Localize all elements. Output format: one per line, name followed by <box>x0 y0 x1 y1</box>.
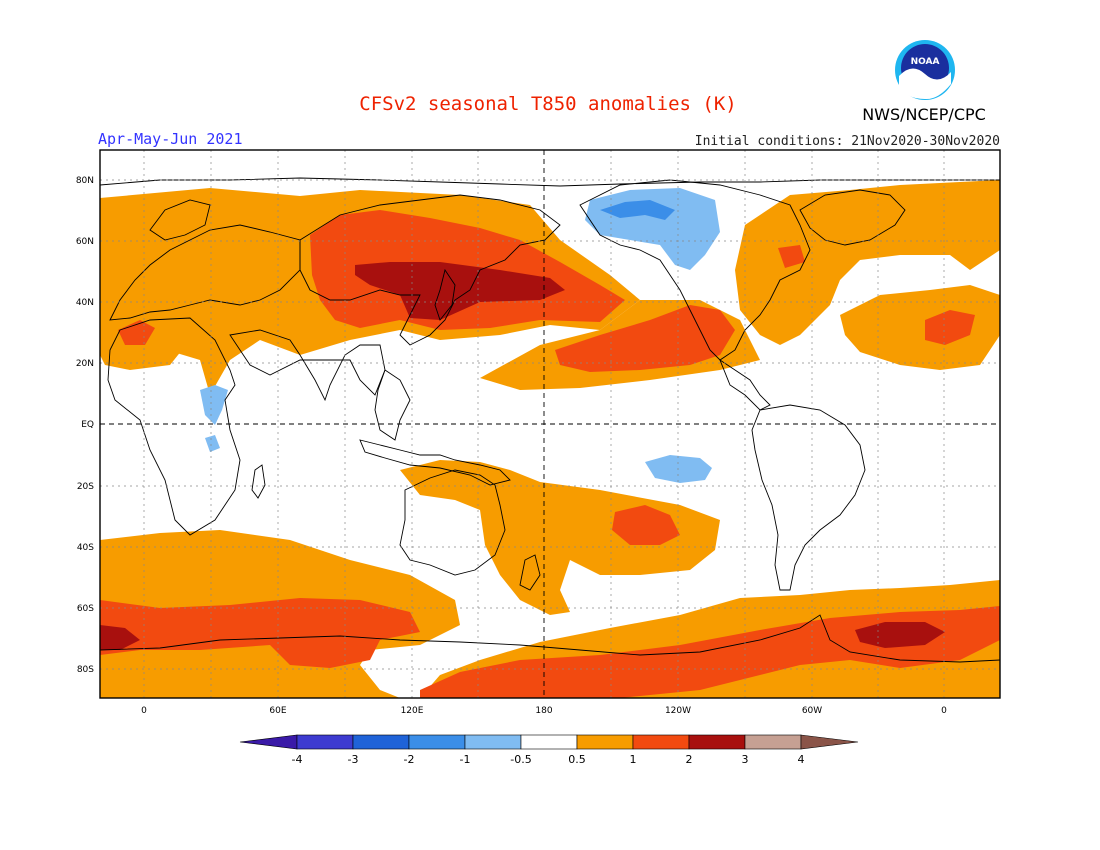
lat-label: 80S <box>77 665 94 675</box>
anomaly-red-pacific-ne <box>555 305 735 372</box>
colorbar-swatch <box>464 734 522 750</box>
lat-label: EQ <box>81 420 94 430</box>
coast-south-america <box>751 404 866 591</box>
coast-se-asia <box>374 369 411 441</box>
anomaly-blue-alaska <box>600 200 675 220</box>
coast-scandinavia <box>149 199 211 241</box>
anomaly-field <box>100 150 1000 698</box>
colorbar-arrow-right <box>800 734 859 750</box>
colorbar-label: 1 <box>630 753 637 766</box>
map-title: CFSv2 seasonal T850 anomalies (K) <box>359 93 737 115</box>
lat-label: 40N <box>76 298 94 308</box>
anomaly-orange-atlantic-north <box>735 180 1000 345</box>
coast-australia <box>399 469 506 576</box>
colorbar-swatch <box>408 734 466 750</box>
coast-madagascar <box>251 464 266 499</box>
colorbar-swatch <box>632 734 690 750</box>
lat-label: 20N <box>76 359 94 369</box>
lat-label: 40S <box>77 543 94 553</box>
coast-new-zealand <box>519 554 541 591</box>
colorbar: -4 -3 -2 -1 -0.5 0.5 1 2 3 4 <box>239 734 859 766</box>
lat-label: 20S <box>77 482 94 492</box>
lon-label: 120E <box>401 706 424 716</box>
coast-asia-north <box>299 194 561 346</box>
anomaly-red-north-africa <box>925 310 975 345</box>
longitude-labels: 0 60E 120E 180 120W 60W 0 <box>141 706 947 716</box>
anomaly-red-north-atlantic <box>778 245 805 268</box>
colorbar-label: -3 <box>348 753 359 766</box>
colorbar-arrow-left <box>239 734 298 750</box>
colorbar-swatch <box>296 734 354 750</box>
anomaly-lightblue-east-pacific <box>645 455 712 483</box>
colorbar-label: 0.5 <box>568 753 586 766</box>
colorbar-label: -1 <box>460 753 471 766</box>
lon-label: 0 <box>941 706 947 716</box>
coast-japan <box>434 268 456 321</box>
colorbar-label: 2 <box>686 753 693 766</box>
colorbar-swatch <box>520 734 578 750</box>
anomaly-red-south-pacific <box>612 505 680 545</box>
colorbar-label: -0.5 <box>510 753 531 766</box>
anomaly-orange-north-africa <box>840 285 1000 370</box>
anomaly-lightblue-east-africa-small <box>205 435 220 452</box>
coast-antarctica <box>100 614 1000 663</box>
initial-conditions: Initial conditions: 21Nov2020-30Nov2020 <box>695 134 1000 149</box>
map-frame <box>99 149 1001 699</box>
anomaly-darkred-asia <box>355 262 565 320</box>
anomaly-red-southern-west <box>100 598 420 668</box>
coast-greenland <box>799 189 906 246</box>
anomaly-red-southern-east <box>420 606 1000 698</box>
lon-label: 60E <box>269 706 286 716</box>
colorbar-label: -2 <box>404 753 415 766</box>
noaa-logo-text: NOAA <box>911 57 940 67</box>
colorbar-swatch <box>576 734 634 750</box>
anomaly-orange-indonesia <box>400 460 720 615</box>
agency-label: NWS/NCEP/CPC <box>862 105 986 124</box>
anomaly-lightblue-east-africa <box>200 385 228 425</box>
lon-label: 180 <box>535 706 552 716</box>
graticule <box>100 150 1000 698</box>
latitude-labels: 80N 60N 40N 20N EQ 20S 40S 60S 80S <box>76 176 94 675</box>
lat-label: 60S <box>77 604 94 614</box>
lon-label: 60W <box>802 706 822 716</box>
colorbar-swatch <box>352 734 410 750</box>
coast-central-america <box>719 358 771 411</box>
colorbar-label: 4 <box>798 753 805 766</box>
lon-label: 120W <box>665 706 691 716</box>
anomaly-darkred-southern-west <box>100 625 140 650</box>
lat-label: 60N <box>76 237 94 247</box>
colorbar-swatch <box>688 734 746 750</box>
anomaly-darkred-south-atlantic <box>855 622 945 648</box>
colorbar-swatch <box>744 734 802 750</box>
lat-label: 80N <box>76 176 94 186</box>
coast-indonesia <box>359 439 511 486</box>
coast-africa <box>107 317 241 536</box>
colorbar-label: 3 <box>742 753 749 766</box>
anomaly-red-west-africa <box>118 320 155 345</box>
coast-arabia-india <box>229 329 386 402</box>
lon-label: 0 <box>141 706 147 716</box>
forecast-period: Apr-May-Jun 2021 <box>98 130 243 148</box>
colorbar-label: -4 <box>292 753 303 766</box>
noaa-logo: NOAA <box>895 40 955 100</box>
